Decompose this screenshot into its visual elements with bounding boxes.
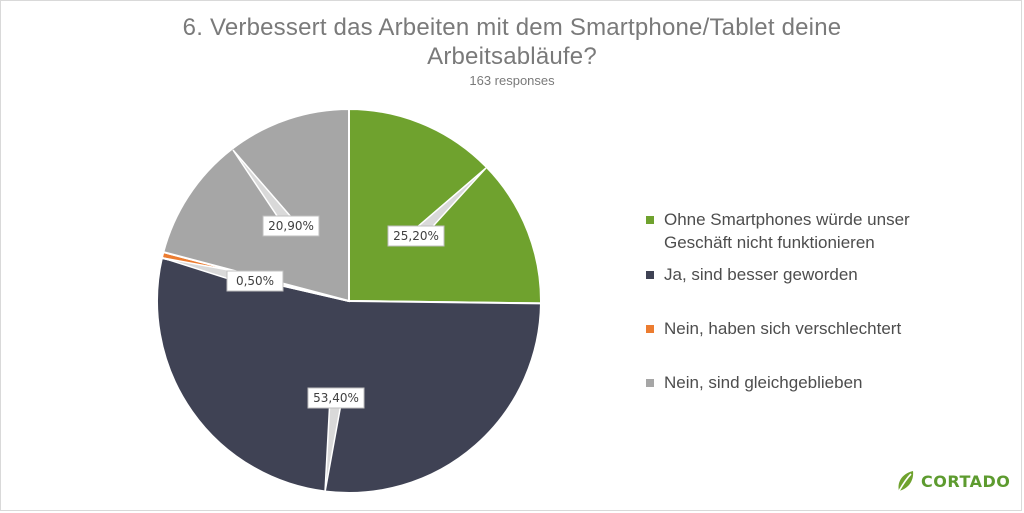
legend-swatch-green <box>646 216 654 224</box>
callout-box <box>262 215 320 237</box>
data-label: 53,40% <box>313 391 359 405</box>
slice-gleichgeblieben <box>162 107 350 303</box>
chart-subtitle: 163 responses <box>469 73 555 88</box>
legend-swatch-orange <box>646 325 654 333</box>
legend-item-ohne-smartphones: Ohne Smartphones würde unser Geschäft ni… <box>646 208 976 254</box>
legend-item-gleichgeblieben: Nein, sind gleichgeblieben <box>646 371 976 394</box>
callout-box <box>307 387 365 409</box>
legend-label: Nein, sind gleichgeblieben <box>664 373 863 392</box>
cortado-logo: CORTADO <box>895 468 1010 494</box>
leaf-icon <box>898 471 914 492</box>
data-label: 0,50% <box>236 274 274 288</box>
pie-slices <box>156 107 542 494</box>
data-label: 25,20% <box>393 229 439 243</box>
callout-box <box>387 225 445 247</box>
slice-ja-besser <box>156 256 542 494</box>
pie-callouts: 25,20% 53,40% 0,50% 20,90% <box>162 149 487 493</box>
legend-item-ja-besser: Ja, sind besser geworden <box>646 263 976 286</box>
callout-box <box>226 270 284 292</box>
chart-title: 6. Verbessert das Arbeiten mit dem Smart… <box>0 13 1024 71</box>
legend-swatch-dark <box>646 271 654 279</box>
legend-item-verschlechtert: Nein, haben sich verschlechtert <box>646 317 976 340</box>
chart-title-line-1: 6. Verbessert das Arbeiten mit dem Smart… <box>182 14 842 41</box>
legend-swatch-gray <box>646 379 654 387</box>
data-label: 20,90% <box>268 219 314 233</box>
chart-title-line-2: Arbeitsabläufe? <box>427 43 597 70</box>
legend-label: Ohne Smartphones würde unser Geschäft ni… <box>664 210 910 252</box>
legend-label: Nein, haben sich verschlechtert <box>664 319 902 338</box>
legend-label: Ja, sind besser geworden <box>664 265 858 284</box>
chart-legend: Ohne Smartphones würde unser Geschäft ni… <box>646 208 976 394</box>
brand-name: CORTADO <box>921 471 1011 491</box>
